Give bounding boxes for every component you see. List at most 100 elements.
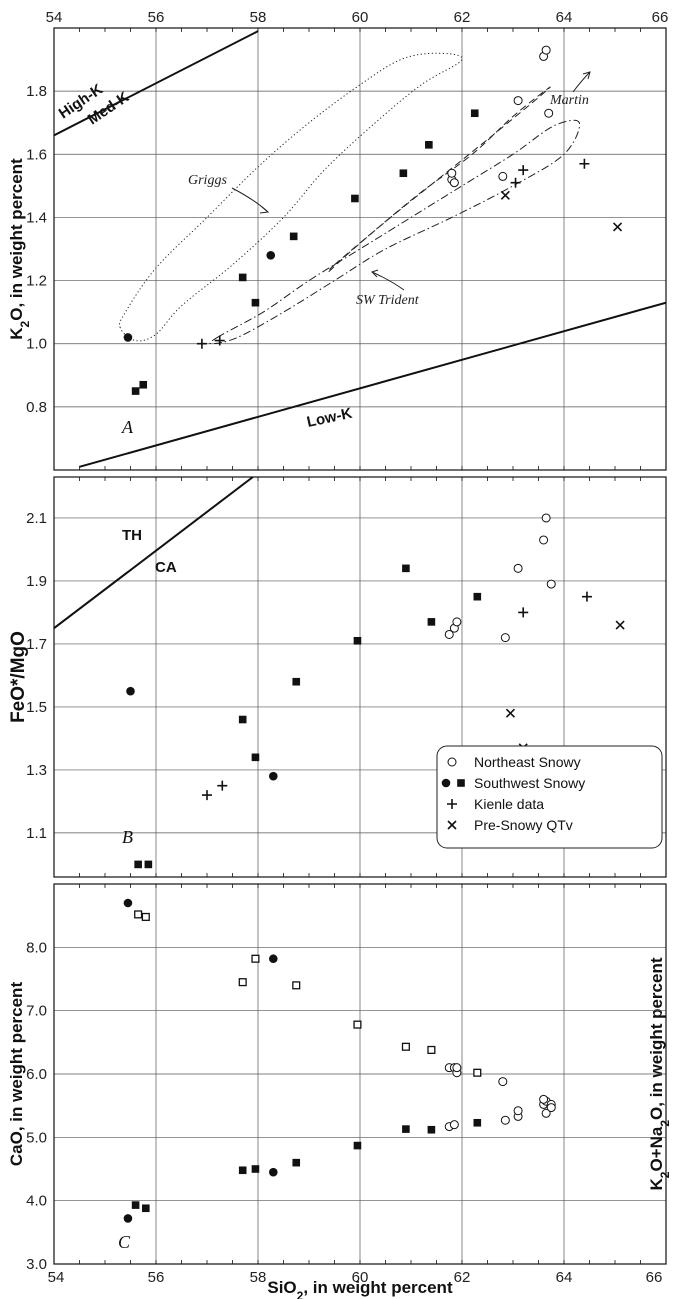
- top-x-tick-label: 62: [454, 9, 471, 26]
- data-point: [541, 513, 551, 523]
- data-point: [513, 96, 523, 106]
- bottom-x-tick-label: 62: [454, 1269, 471, 1286]
- data-point: [251, 298, 260, 307]
- data-point: [126, 686, 135, 696]
- data-point: [353, 1020, 362, 1029]
- y-tick-label: 1.0: [26, 336, 47, 353]
- data-point: [500, 1115, 510, 1125]
- data-point: [269, 954, 278, 964]
- data-point: [510, 177, 521, 188]
- data-point: [269, 1167, 278, 1177]
- data-point: [500, 633, 510, 643]
- martin-pointer: [572, 71, 591, 93]
- data-point: [427, 618, 436, 626]
- y-tick-label: 1.6: [26, 146, 47, 163]
- data-point: [546, 1103, 556, 1113]
- data-point: [500, 190, 510, 200]
- field-outline-sw-trident: [209, 119, 581, 345]
- top-x-tick-label: 58: [250, 9, 267, 26]
- data-point: [473, 1068, 482, 1077]
- bottom-x-tick-label: 64: [556, 1269, 573, 1286]
- y-tick-label: 2.1: [26, 510, 47, 527]
- data-point: [139, 380, 148, 389]
- data-point: [544, 108, 554, 118]
- data-point: [402, 564, 410, 573]
- data-point: [579, 158, 590, 169]
- data-point: [581, 591, 592, 602]
- data-point: [612, 222, 623, 232]
- y-tick-label: 4.0: [26, 1193, 47, 1210]
- data-point: [196, 338, 207, 349]
- data-point: [447, 168, 457, 178]
- bottom-x-tick-label: 58: [250, 1269, 267, 1286]
- y-tick-label: 0.8: [26, 399, 47, 416]
- data-point: [353, 636, 362, 645]
- y-tick-label: 1.7: [26, 636, 47, 653]
- classification-boundary-line: [54, 30, 259, 137]
- bottom-x-tick-label: 66: [646, 1269, 663, 1286]
- data-point: [518, 607, 529, 618]
- data-point: [134, 860, 142, 869]
- martin-label: Martin: [549, 93, 589, 108]
- data-point: [214, 335, 225, 346]
- field-outline-martin: [327, 86, 551, 273]
- y-tick-label: 8.0: [26, 939, 47, 956]
- bottom-x-tick-label: 56: [148, 1269, 165, 1286]
- classification-boundary-line: [54, 477, 254, 629]
- data-point: [202, 790, 212, 801]
- data-point: [217, 780, 228, 791]
- data-point: [505, 708, 516, 718]
- data-point: [546, 579, 556, 589]
- data-point: [402, 1125, 410, 1133]
- legend-label-northeast-snowy: Northeast Snowy: [474, 754, 581, 770]
- data-point: [269, 771, 278, 781]
- data-point: [473, 1118, 482, 1127]
- y-tick-label: 1.5: [26, 699, 47, 716]
- griggs-pointer: [231, 187, 269, 213]
- th-label: TH: [122, 527, 142, 544]
- data-point: [539, 1094, 549, 1104]
- data-point: [513, 563, 523, 573]
- data-point: [353, 1141, 362, 1150]
- sw-trident-pointer: [371, 271, 405, 291]
- data-point: [498, 1077, 508, 1087]
- panel-a-letter: A: [121, 417, 134, 437]
- ca-label: CA: [155, 559, 177, 576]
- data-point: [238, 715, 247, 724]
- griggs-arrowhead: [259, 206, 270, 214]
- data-point: [238, 978, 247, 987]
- data-point: [292, 677, 301, 686]
- y-tick-label: 5.0: [26, 1129, 47, 1146]
- data-point: [399, 169, 408, 178]
- data-point: [473, 592, 482, 601]
- y-tick-label: 1.9: [26, 573, 47, 590]
- data-point: [518, 165, 529, 176]
- data-point: [251, 954, 260, 963]
- data-point: [541, 45, 551, 55]
- data-point: [427, 1045, 436, 1054]
- data-point: [131, 1201, 140, 1209]
- data-point: [449, 1120, 459, 1130]
- data-point: [144, 860, 153, 869]
- legend-marker: [447, 757, 457, 767]
- data-point: [351, 194, 359, 203]
- data-point: [425, 141, 433, 149]
- panel-b-letter: B: [122, 827, 133, 847]
- y-tick-label: 1.8: [26, 83, 47, 100]
- data-point: [401, 1042, 410, 1051]
- bottom-x-tick-label: 54: [48, 1269, 65, 1286]
- data-point: [498, 171, 508, 181]
- data-point: [251, 753, 260, 762]
- y-axis-label-k2o: K2O, in weight percent: [7, 158, 32, 340]
- data-point: [141, 912, 150, 921]
- y-tick-label: 1.1: [26, 825, 47, 842]
- data-point: [123, 1214, 133, 1223]
- sw-trident-arrowhead: [371, 269, 379, 278]
- y-tick-label: 3.0: [26, 1256, 47, 1273]
- top-x-tick-label: 54: [46, 9, 63, 26]
- data-point: [615, 620, 625, 630]
- data-point: [142, 1204, 150, 1213]
- panel-c-letter: C: [118, 1232, 131, 1252]
- data-point: [452, 1063, 462, 1073]
